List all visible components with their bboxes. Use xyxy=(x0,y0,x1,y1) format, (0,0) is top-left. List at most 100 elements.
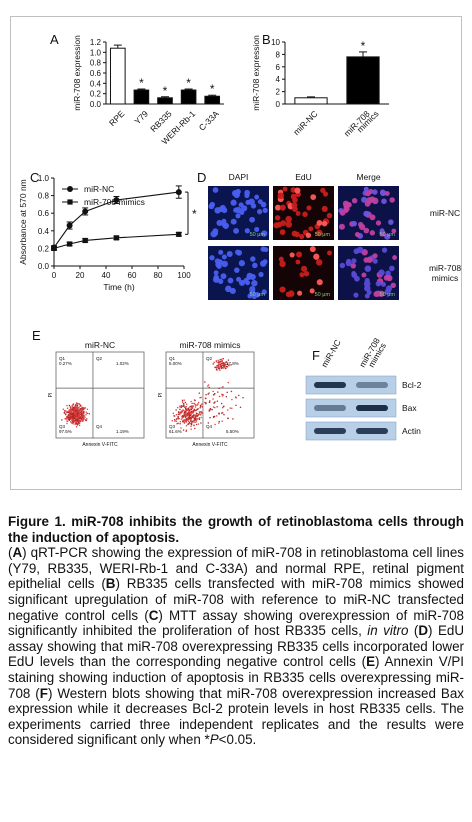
event-dot xyxy=(76,407,79,409)
cell-nucleus xyxy=(233,207,239,213)
event-dot xyxy=(184,413,187,415)
y-tick-label: 0.6 xyxy=(90,69,102,78)
event-dot xyxy=(69,410,71,412)
event-dot xyxy=(218,387,220,389)
event-dot xyxy=(198,392,200,394)
cell-nucleus xyxy=(297,290,303,296)
event-dot xyxy=(77,422,80,424)
cell-nucleus xyxy=(227,277,234,284)
event-dot xyxy=(85,419,87,422)
event-dot xyxy=(76,402,78,404)
event-dot xyxy=(193,424,195,427)
event-dot xyxy=(79,417,81,419)
event-dot xyxy=(81,409,83,411)
cell-nucleus xyxy=(388,219,394,225)
event-dot xyxy=(74,419,77,422)
event-dot xyxy=(179,421,182,423)
bar xyxy=(180,89,197,105)
event-dot xyxy=(225,396,228,398)
caption-segment: <0.05. xyxy=(218,732,257,748)
panel-letter-D: D xyxy=(197,170,206,185)
event-dot xyxy=(83,410,85,413)
event-dot xyxy=(219,365,222,367)
cell-nucleus xyxy=(254,226,260,233)
cell-nucleus xyxy=(385,270,391,277)
event-dot xyxy=(219,364,222,366)
cell-nucleus xyxy=(309,288,315,294)
cell-nucleus xyxy=(216,219,223,226)
event-dot xyxy=(195,412,198,414)
event-dot xyxy=(191,407,194,409)
event-dot xyxy=(190,410,193,413)
cell-nucleus xyxy=(363,227,370,234)
quadrant-label: Q2 xyxy=(206,356,213,361)
event-dot xyxy=(188,413,190,415)
event-dot xyxy=(200,404,202,406)
event-dot xyxy=(181,410,183,412)
cell-nucleus xyxy=(287,290,295,297)
event-dot xyxy=(171,420,173,422)
protein-band xyxy=(314,382,346,388)
event-dot xyxy=(188,411,190,414)
caption-segment: P xyxy=(209,732,219,748)
cell-nucleus xyxy=(244,228,250,234)
caption-segment: E xyxy=(366,654,376,670)
event-dot xyxy=(187,419,189,421)
cell-nucleus xyxy=(235,249,241,255)
event-dot xyxy=(179,423,181,425)
event-dot xyxy=(219,367,221,369)
event-dot xyxy=(71,405,73,407)
plot-title: miR-NC xyxy=(85,340,115,350)
event-dot xyxy=(218,413,220,415)
scale-bar-label: 50 μm xyxy=(380,232,396,238)
event-dot xyxy=(69,414,71,416)
event-dot xyxy=(222,394,225,396)
event-dot xyxy=(75,411,78,414)
event-dot xyxy=(228,364,230,367)
event-dot xyxy=(64,414,67,416)
event-dot xyxy=(226,363,229,365)
cell-nucleus xyxy=(282,186,288,192)
event-dot xyxy=(69,413,71,415)
event-dot xyxy=(181,401,184,403)
event-dot xyxy=(69,407,72,409)
cell-nucleus xyxy=(258,271,264,278)
event-dot xyxy=(79,413,82,416)
event-dot xyxy=(68,409,70,412)
x-tick-label: 0 xyxy=(52,271,57,280)
scale-bar-label: 50 μm xyxy=(315,292,331,298)
event-dot xyxy=(78,410,80,413)
data-point xyxy=(51,245,57,251)
event-dot xyxy=(207,393,209,395)
cell-nucleus xyxy=(364,285,371,292)
event-dot xyxy=(180,418,182,420)
event-dot xyxy=(190,417,192,419)
event-dot xyxy=(189,408,192,410)
event-dot xyxy=(221,367,223,370)
event-dot xyxy=(209,407,212,410)
cell-nucleus xyxy=(243,277,249,284)
event-dot xyxy=(191,410,193,413)
event-dot xyxy=(75,407,77,410)
event-dot xyxy=(222,412,224,414)
event-dot xyxy=(78,412,80,414)
event-dot xyxy=(79,415,81,418)
event-dot xyxy=(65,417,68,419)
event-dot xyxy=(194,417,196,419)
protein-band xyxy=(314,428,346,434)
event-dot xyxy=(230,364,232,366)
quadrant-label: Q3 xyxy=(169,424,176,429)
event-dot xyxy=(190,418,192,420)
event-dot xyxy=(222,365,225,367)
event-dot xyxy=(209,401,211,403)
event-dot xyxy=(175,420,178,422)
cell-nucleus xyxy=(217,259,224,266)
event-dot xyxy=(195,420,198,422)
event-dot xyxy=(217,359,219,362)
event-dot xyxy=(81,409,84,411)
y-tick-label: 8 xyxy=(276,50,281,59)
event-dot xyxy=(82,417,84,419)
event-dot xyxy=(214,423,216,426)
event-dot xyxy=(190,425,192,427)
